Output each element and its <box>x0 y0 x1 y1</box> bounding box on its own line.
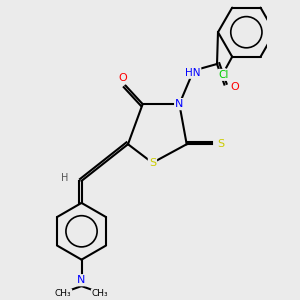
Text: N: N <box>175 99 184 109</box>
Text: H: H <box>61 173 68 184</box>
Text: CH₃: CH₃ <box>92 290 108 298</box>
Text: N: N <box>77 275 86 285</box>
Text: S: S <box>218 139 224 149</box>
Text: S: S <box>149 158 156 168</box>
Text: Cl: Cl <box>219 70 229 80</box>
Text: O: O <box>119 73 128 83</box>
Text: HN: HN <box>185 68 200 78</box>
Text: O: O <box>231 82 239 92</box>
Text: CH₃: CH₃ <box>55 290 71 298</box>
